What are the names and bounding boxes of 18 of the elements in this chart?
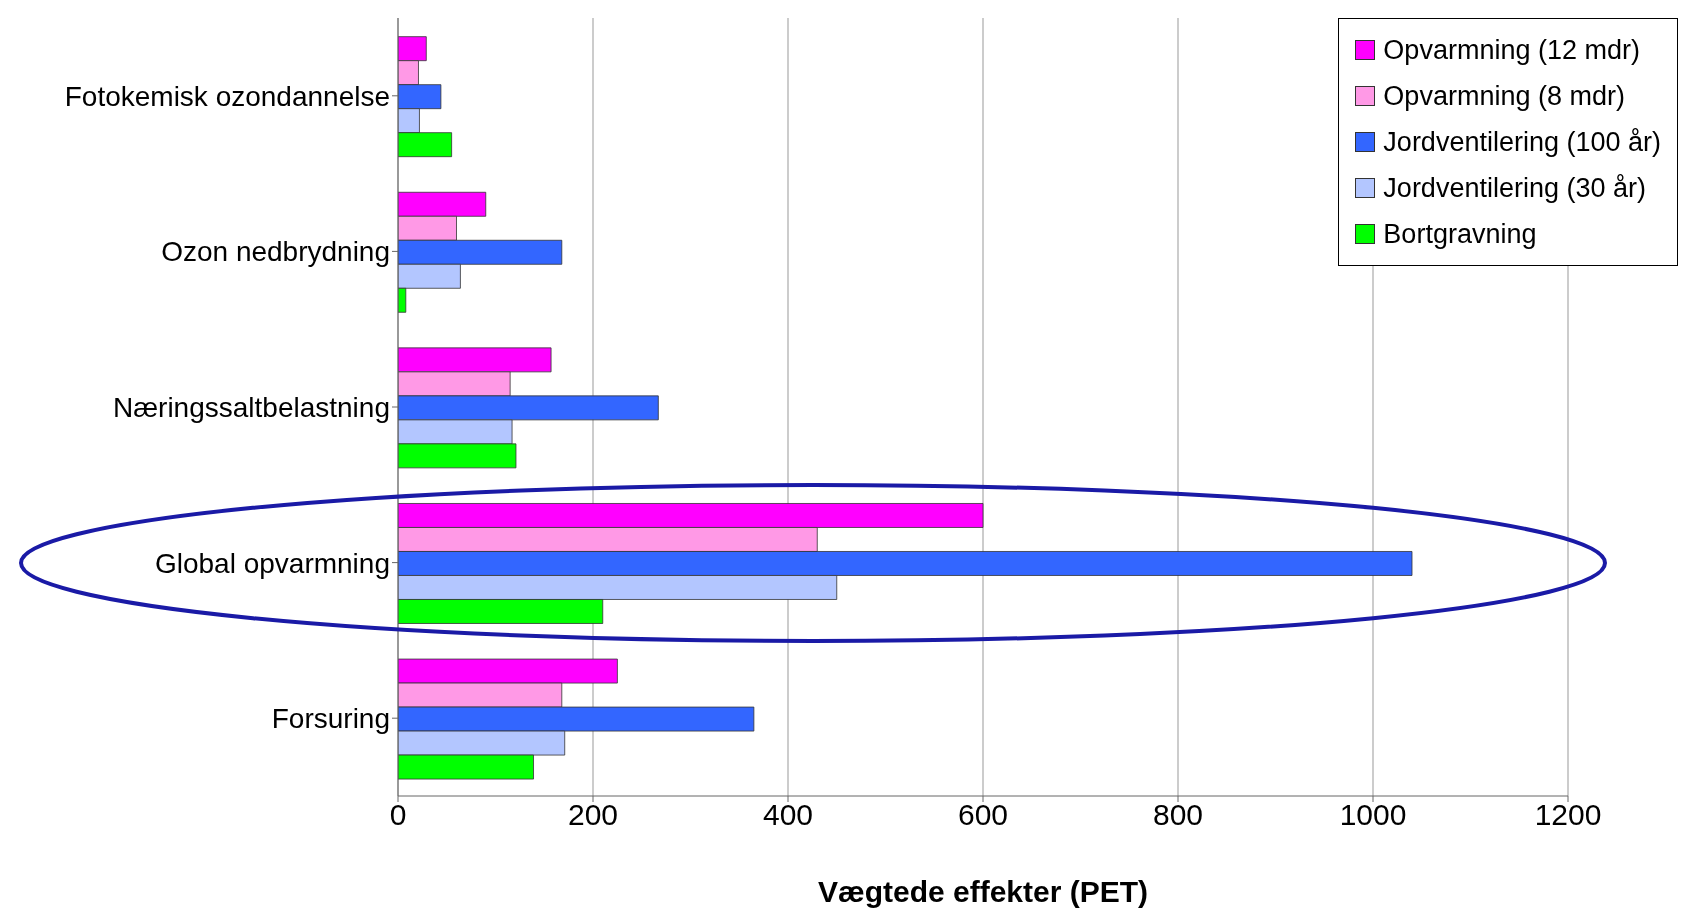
- x-tick-label: 800: [1152, 798, 1204, 832]
- y-tick-label: Næringssaltbelastning: [112, 391, 390, 423]
- legend-label: Jordventilering (100 år): [1383, 126, 1661, 159]
- x-tick-label: 1000: [1339, 798, 1407, 832]
- y-tick-label: Forsuring: [271, 703, 390, 735]
- x-tick-label: 200: [567, 798, 619, 832]
- x-axis-title: Vægtede effekter (PET): [817, 875, 1149, 908]
- legend-label: Bortgravning: [1383, 218, 1537, 251]
- legend-label: Jordventilering (30 år): [1383, 172, 1646, 205]
- y-tick-label: Fotokemisk ozondannelse: [64, 80, 390, 112]
- x-tick-label: 0: [389, 798, 407, 832]
- x-tick-label: 1200: [1534, 798, 1602, 832]
- y-tick-label: Ozon nedbrydning: [161, 236, 390, 268]
- x-tick-label: 400: [762, 798, 814, 832]
- legend-label: Opvarmning (12 mdr): [1383, 34, 1640, 67]
- y-tick-label: Global opvarmning: [154, 547, 390, 579]
- x-tick-label: 600: [957, 798, 1009, 832]
- legend-label: Opvarmning (8 mdr): [1383, 80, 1625, 113]
